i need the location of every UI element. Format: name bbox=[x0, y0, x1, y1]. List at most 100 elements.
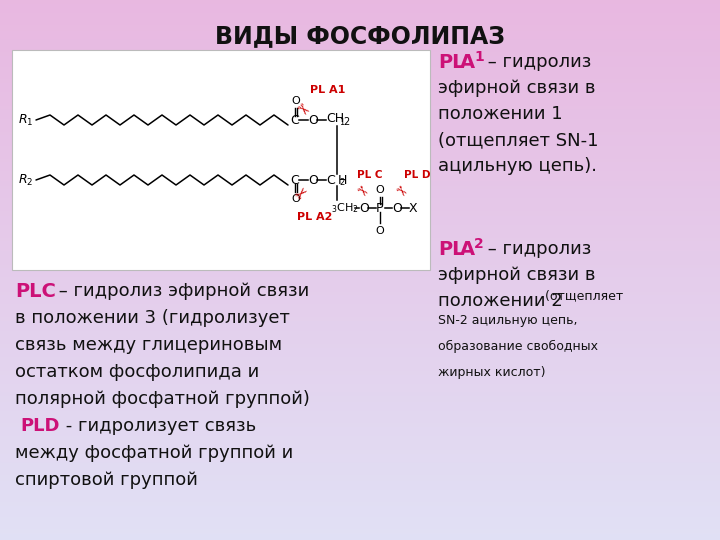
Bar bbox=[0, 190, 720, 193]
Bar bbox=[0, 404, 720, 407]
Bar bbox=[0, 507, 720, 509]
Bar bbox=[0, 465, 720, 468]
Bar bbox=[0, 89, 720, 92]
Bar bbox=[0, 227, 720, 231]
Text: PL: PL bbox=[438, 53, 464, 72]
Bar bbox=[0, 524, 720, 528]
Bar bbox=[0, 530, 720, 533]
Bar bbox=[0, 127, 720, 130]
Bar bbox=[0, 145, 720, 147]
Bar bbox=[0, 438, 720, 441]
Bar bbox=[0, 184, 720, 187]
Text: $R_2$: $R_2$ bbox=[18, 172, 33, 187]
Bar bbox=[0, 456, 720, 459]
Bar bbox=[0, 264, 720, 266]
Bar bbox=[0, 138, 720, 140]
Bar bbox=[0, 211, 720, 214]
Bar bbox=[0, 179, 720, 182]
Bar bbox=[0, 217, 720, 220]
Bar bbox=[0, 206, 720, 209]
Text: 2: 2 bbox=[474, 237, 484, 251]
Text: ✂: ✂ bbox=[292, 100, 312, 120]
Bar bbox=[0, 420, 720, 423]
Bar bbox=[0, 280, 720, 282]
Bar bbox=[0, 6, 720, 9]
Text: 2: 2 bbox=[339, 178, 344, 187]
Bar bbox=[0, 172, 720, 174]
Bar bbox=[0, 92, 720, 96]
Text: O: O bbox=[359, 201, 369, 214]
Bar bbox=[0, 472, 720, 475]
Bar bbox=[0, 535, 720, 538]
Bar bbox=[0, 136, 720, 139]
Bar bbox=[0, 62, 720, 65]
Text: положении 2: положении 2 bbox=[438, 292, 563, 310]
Text: образование свободных: образование свободных bbox=[438, 340, 598, 353]
Bar bbox=[0, 451, 720, 454]
Bar bbox=[0, 159, 720, 162]
Bar bbox=[0, 483, 720, 486]
Bar bbox=[0, 307, 720, 309]
Text: – гидролиз: – гидролиз bbox=[482, 240, 591, 258]
Bar bbox=[0, 287, 720, 290]
Bar bbox=[0, 319, 720, 322]
Text: PL C: PL C bbox=[357, 170, 382, 180]
Bar bbox=[0, 68, 720, 70]
Text: 1: 1 bbox=[339, 118, 344, 127]
Bar bbox=[0, 4, 720, 7]
Bar bbox=[0, 269, 720, 272]
Bar bbox=[0, 84, 720, 86]
Text: PL A1: PL A1 bbox=[310, 85, 346, 95]
Bar bbox=[0, 521, 720, 524]
Bar bbox=[0, 186, 720, 189]
Text: PLD: PLD bbox=[20, 417, 60, 435]
Bar bbox=[0, 447, 720, 450]
Bar bbox=[0, 343, 720, 346]
Bar bbox=[0, 170, 720, 173]
Bar bbox=[0, 226, 720, 228]
Bar bbox=[0, 435, 720, 437]
Bar bbox=[0, 163, 720, 166]
Bar bbox=[0, 411, 720, 414]
Bar bbox=[0, 202, 720, 205]
Bar bbox=[0, 359, 720, 362]
Bar bbox=[0, 386, 720, 389]
Bar bbox=[0, 69, 720, 72]
Bar bbox=[0, 384, 720, 387]
Text: O: O bbox=[308, 113, 318, 126]
Bar bbox=[0, 208, 720, 211]
Bar bbox=[0, 37, 720, 39]
Bar bbox=[0, 26, 720, 29]
Bar bbox=[0, 314, 720, 317]
Text: C: C bbox=[326, 173, 335, 186]
Bar bbox=[0, 197, 720, 200]
Bar bbox=[0, 503, 720, 506]
Bar bbox=[0, 199, 720, 201]
Bar bbox=[0, 258, 720, 261]
Bar bbox=[0, 165, 720, 167]
Bar bbox=[0, 382, 720, 385]
Bar bbox=[0, 406, 720, 409]
Bar bbox=[0, 348, 720, 351]
Bar bbox=[0, 22, 720, 25]
Bar bbox=[0, 28, 720, 31]
Text: O: O bbox=[292, 194, 300, 204]
Bar bbox=[0, 494, 720, 497]
Bar bbox=[0, 143, 720, 146]
Text: C: C bbox=[290, 113, 299, 126]
Bar bbox=[0, 345, 720, 347]
Bar bbox=[0, 480, 720, 482]
Bar bbox=[0, 395, 720, 398]
Text: A: A bbox=[460, 240, 475, 259]
Bar bbox=[0, 76, 720, 79]
Text: положении 1: положении 1 bbox=[438, 105, 562, 123]
Bar bbox=[0, 330, 720, 333]
Bar bbox=[0, 119, 720, 123]
Text: эфирной связи в: эфирной связи в bbox=[438, 266, 595, 284]
Bar bbox=[0, 400, 720, 403]
Bar bbox=[0, 478, 720, 481]
Text: жирных кислот): жирных кислот) bbox=[438, 366, 546, 379]
Bar bbox=[0, 114, 720, 117]
Bar bbox=[0, 152, 720, 155]
Bar bbox=[0, 42, 720, 45]
